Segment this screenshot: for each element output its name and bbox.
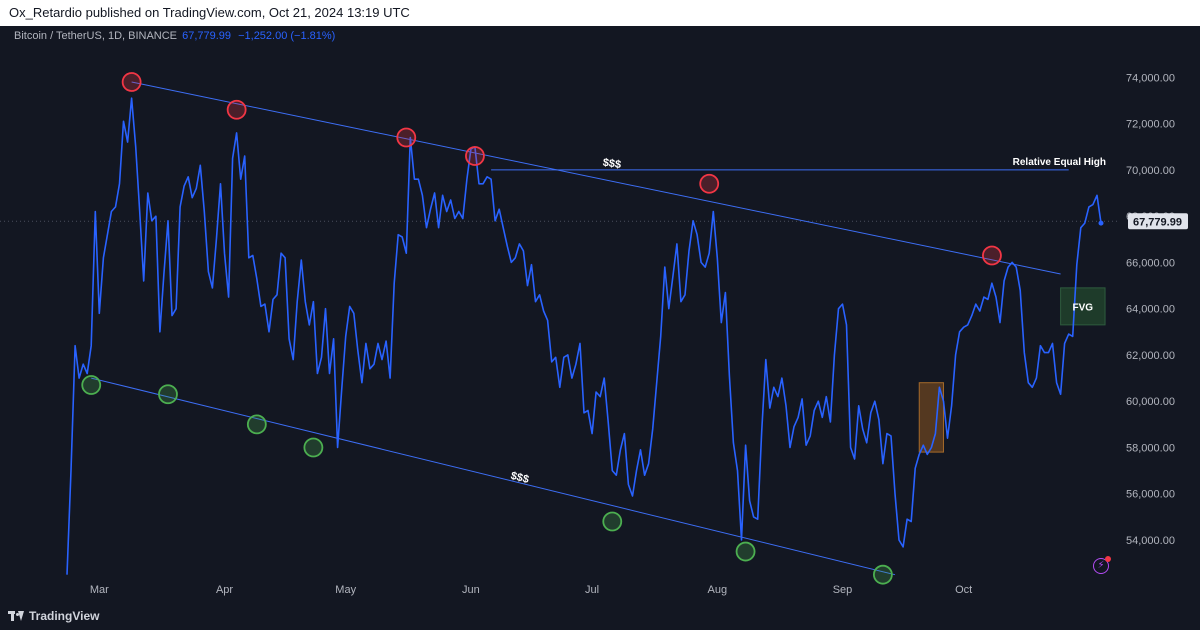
last-price-tag	[1128, 213, 1188, 230]
x-tick-label: Jul	[585, 584, 599, 596]
y-tick-label: 74,000.00	[1126, 72, 1175, 84]
y-tick-label: 54,000.00	[1126, 535, 1175, 547]
published-header: Ox_Retardio published on TradingView.com…	[0, 0, 1200, 26]
x-tick-label: May	[335, 584, 356, 596]
y-tick-label: 56,000.00	[1126, 489, 1175, 501]
y-tick-label: 58,000.00	[1126, 442, 1175, 454]
y-tick-label: 62,000.00	[1126, 350, 1175, 362]
y-axis: 54,000.00 56,000.00 58,000.00 60,000.00 62,0…	[1126, 72, 1188, 547]
x-tick-label: Jun	[462, 584, 480, 596]
symbol-legend[interactable]: Bitcoin / TetherUS, 1D, BINANCE 67,779.9…	[14, 30, 335, 42]
resistance-marker	[699, 173, 720, 194]
fvg-box	[1060, 287, 1106, 326]
price-line	[66, 97, 1102, 575]
last-point	[1098, 220, 1104, 226]
trendline	[131, 81, 1061, 275]
relative-equal-high-label: Relative Equal High	[1013, 157, 1106, 168]
liquidity-bottom-label: $$$	[509, 470, 530, 486]
support-marker	[303, 437, 324, 458]
y-tick-label: 70,000.00	[1126, 165, 1175, 177]
symbol-name: Bitcoin / TetherUS, 1D, BINANCE	[14, 30, 178, 42]
x-tick-label: Aug	[708, 584, 728, 596]
tradingview-brand[interactable]: TradingView	[8, 608, 99, 624]
x-tick-label: Apr	[216, 584, 233, 596]
resistance-marker	[121, 72, 142, 92]
resistance-marker	[396, 127, 417, 148]
lightning-alert-icon[interactable]: ⚡	[1093, 556, 1111, 574]
y-tick-label: 60,000.00	[1126, 396, 1175, 408]
brand-name: TradingView	[29, 609, 100, 623]
tradingview-logo-icon	[8, 611, 24, 621]
y-tick-label: 64,000.00	[1126, 304, 1175, 316]
resistance-marker	[982, 245, 1002, 266]
support-marker	[246, 414, 267, 435]
y-tick-label: 72,000.00	[1126, 119, 1175, 131]
last-price-tag-label: 67,779.99	[1133, 216, 1182, 228]
last-price: 67,779.99	[182, 30, 232, 42]
orange-box	[918, 382, 944, 453]
support-marker	[81, 375, 102, 395]
support-marker	[602, 511, 623, 532]
trendline	[91, 377, 896, 576]
support-marker	[735, 541, 756, 562]
fvg-label: FVG	[1073, 302, 1094, 313]
y-tick-label: 66,000.00	[1126, 257, 1175, 269]
annotations: Relative Equal High FVG $$$ $$$	[509, 157, 1106, 486]
support-marker	[872, 564, 893, 585]
x-tick-label: Sep	[833, 584, 853, 596]
resistance-marker	[465, 146, 485, 166]
support-marker	[158, 384, 178, 405]
price-change: −1,252.00 (−1.81%)	[238, 30, 336, 42]
x-axis: Mar Apr May Jun Jul Aug Sep Oct	[90, 584, 972, 596]
x-tick-label: Oct	[955, 584, 972, 596]
liquidity-top-label: $$$	[602, 157, 622, 171]
trendlines	[91, 81, 1069, 576]
pivot-markers	[81, 72, 1002, 585]
price-series	[66, 97, 1104, 575]
x-tick-label: Mar	[90, 584, 109, 596]
resistance-marker	[226, 99, 247, 120]
